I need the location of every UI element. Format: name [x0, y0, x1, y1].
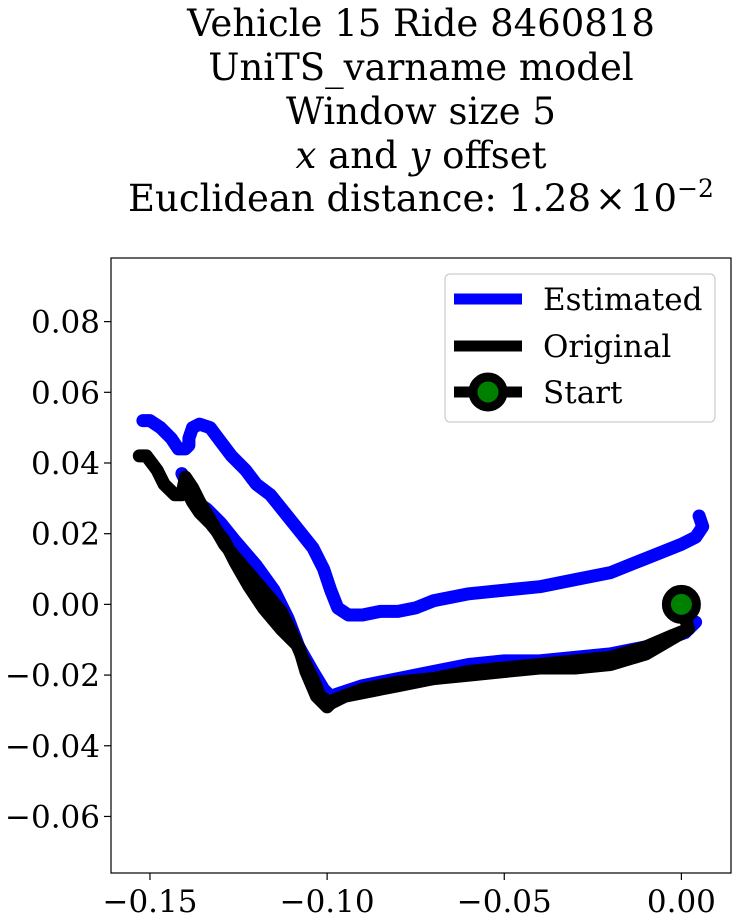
title-exponent: −2 — [677, 174, 714, 203]
title-line-2: UniTS_varname model — [208, 46, 633, 90]
series-line-estimated-0 — [136, 414, 710, 622]
title-offset: offset — [430, 134, 546, 177]
title-mantissa: 1.28 — [509, 177, 591, 220]
y-tick-label: 0.02 — [31, 517, 100, 553]
title-line-1: Vehicle 15 Ride 8460818 — [186, 2, 655, 45]
x-tick-label: −0.15 — [102, 884, 197, 920]
y-tick-label: 0.04 — [31, 446, 100, 482]
series-layer — [132, 414, 710, 714]
title-line-3: Window size 5 — [286, 90, 556, 133]
x-tick-label: −0.10 — [280, 884, 375, 920]
legend-label-original: Original — [543, 329, 671, 365]
title-var-y: y — [408, 134, 432, 177]
title-line-4: x and y offset — [296, 134, 547, 177]
title-conj: and — [316, 134, 409, 177]
y-tick-label: −0.04 — [5, 729, 100, 765]
start-marker — [661, 584, 701, 624]
x-tick-label: −0.05 — [457, 884, 552, 920]
legend: Estimated Original Start — [444, 273, 716, 423]
legend-label-start: Start — [543, 375, 623, 411]
y-tick-label: −0.06 — [5, 799, 100, 835]
y-tick-label: −0.02 — [5, 658, 100, 694]
y-tick-label: 0.00 — [31, 587, 100, 623]
x-tick-label: 0.00 — [647, 884, 716, 920]
series-line-original-3 — [178, 481, 695, 714]
title-distance-prefix: Euclidean distance: — [128, 177, 509, 220]
title-var-x: x — [296, 134, 317, 177]
chart-title: Vehicle 15 Ride 8460818 UniTS_varname mo… — [128, 2, 714, 220]
legend-label-estimated: Estimated — [543, 282, 702, 318]
x-axis: −0.15 −0.10 −0.05 0.00 — [102, 873, 716, 920]
y-axis: 0.08 0.06 0.04 0.02 0.00 −0.02 −0.04 −0.06 — [5, 305, 111, 835]
y-tick-label: 0.06 — [31, 375, 100, 411]
legend-box — [444, 273, 716, 423]
y-tick-label: 0.08 — [31, 305, 100, 341]
title-line-5: Euclidean distance: 1.28 × 10−2 — [128, 174, 714, 220]
legend-swatch-start-marker — [468, 372, 508, 412]
title-times: × — [595, 177, 626, 220]
title-base: 10 — [630, 177, 677, 220]
